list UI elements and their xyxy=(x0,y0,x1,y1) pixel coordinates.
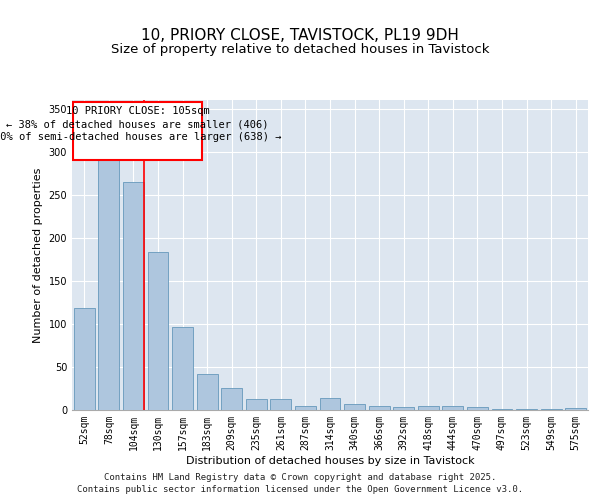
X-axis label: Distribution of detached houses by size in Tavistock: Distribution of detached houses by size … xyxy=(185,456,475,466)
Bar xyxy=(491,409,512,410)
Bar xyxy=(74,308,95,410)
Bar xyxy=(541,409,562,410)
Text: 10, PRIORY CLOSE, TAVISTOCK, PL19 9DH: 10, PRIORY CLOSE, TAVISTOCK, PL19 9DH xyxy=(141,28,459,42)
Text: Size of property relative to detached houses in Tavistock: Size of property relative to detached ho… xyxy=(111,42,489,56)
Bar xyxy=(516,409,537,410)
FancyBboxPatch shape xyxy=(73,102,202,160)
Bar xyxy=(98,160,119,410)
Bar xyxy=(320,398,340,410)
Y-axis label: Number of detached properties: Number of detached properties xyxy=(33,168,43,342)
Text: Contains HM Land Registry data © Crown copyright and database right 2025.: Contains HM Land Registry data © Crown c… xyxy=(104,474,496,482)
Bar xyxy=(197,374,218,410)
Bar xyxy=(148,252,169,410)
Bar xyxy=(467,408,488,410)
Bar xyxy=(368,406,389,410)
Bar xyxy=(271,399,292,410)
Bar xyxy=(442,406,463,410)
Bar xyxy=(418,406,439,410)
Bar xyxy=(123,182,144,410)
Bar xyxy=(393,408,414,410)
Bar xyxy=(344,404,365,410)
Bar xyxy=(221,388,242,410)
Bar xyxy=(172,328,193,410)
Bar xyxy=(295,406,316,410)
Text: Contains public sector information licensed under the Open Government Licence v3: Contains public sector information licen… xyxy=(77,485,523,494)
Bar xyxy=(565,408,586,410)
Text: 10 PRIORY CLOSE: 105sqm
← 38% of detached houses are smaller (406)
60% of semi-d: 10 PRIORY CLOSE: 105sqm ← 38% of detache… xyxy=(0,106,281,142)
Bar xyxy=(246,399,267,410)
